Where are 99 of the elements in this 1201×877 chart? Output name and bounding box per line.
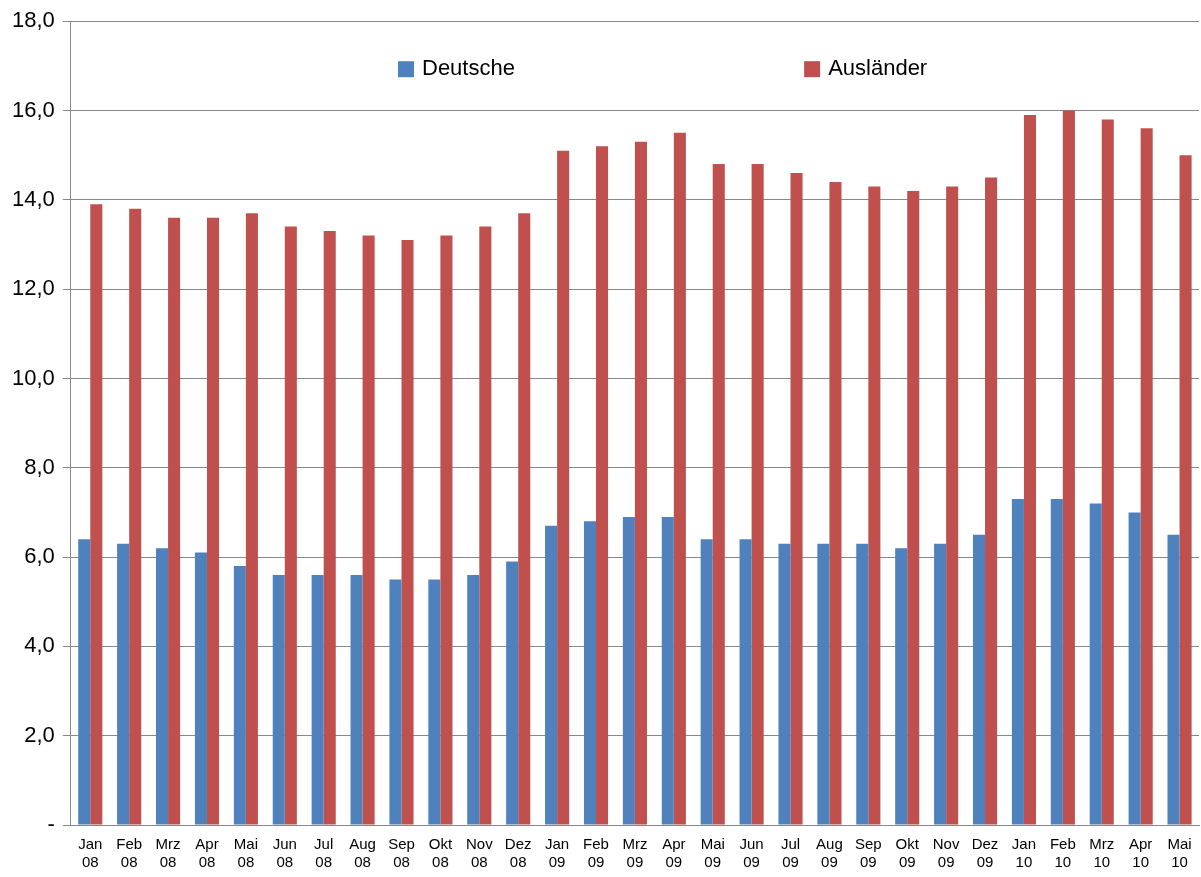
bar: [700, 539, 713, 825]
bar: [78, 539, 91, 825]
y-tick-label: 10,0: [11, 364, 55, 390]
bar: [311, 574, 324, 825]
bar: [1167, 534, 1180, 825]
bar: [206, 217, 220, 825]
x-tick-label: Okt 09: [895, 835, 920, 871]
x-tick-label: Feb 09: [583, 835, 609, 871]
bar: [751, 164, 764, 825]
bar: [895, 548, 908, 825]
bar: [1101, 119, 1114, 825]
bar: [790, 173, 803, 825]
bar: [545, 525, 558, 825]
bar: [350, 574, 363, 825]
y-tick-label: 18,0: [11, 7, 55, 33]
bar: [622, 516, 635, 825]
bar: [389, 579, 402, 825]
x-tick-label: Aug 08: [349, 835, 376, 871]
bar: [428, 579, 441, 825]
bar: [817, 543, 830, 825]
bar: [90, 204, 103, 825]
x-tick-label: Dez 09: [971, 835, 999, 871]
bar: [739, 539, 752, 825]
x-tick-label: Jun 09: [739, 835, 764, 871]
bar: [1179, 155, 1192, 825]
x-tick-label: Dez 08: [504, 835, 532, 871]
bar: [233, 566, 246, 825]
bar: [907, 190, 920, 825]
x-tick-label: Sep 08: [388, 835, 415, 871]
x-tick-label: Mai 09: [700, 835, 725, 871]
bar: [634, 141, 647, 825]
bar: [856, 543, 869, 825]
x-tick-label: Mai 08: [233, 835, 258, 871]
bar: [168, 217, 181, 825]
x-tick-label: Okt 08: [428, 835, 453, 871]
y-tick-label: 2,0: [24, 721, 55, 747]
bar: [985, 177, 998, 825]
x-tick-label: Mrz 10: [1089, 835, 1115, 871]
bar: [1023, 114, 1036, 825]
bar: [479, 226, 492, 825]
x-tick-label: Apr 08: [195, 835, 219, 871]
bar: [284, 226, 297, 825]
x-tick-label: Nov 08: [465, 835, 494, 871]
x-tick-label: Nov 09: [932, 835, 960, 871]
bar: [129, 208, 142, 825]
bar: [156, 548, 169, 825]
bar: [467, 574, 480, 825]
bar: [362, 235, 375, 825]
x-tick-label: Apr 09: [662, 835, 686, 871]
bar: [194, 552, 207, 825]
y-tick-label: 14,0: [11, 185, 55, 211]
bar: [518, 213, 531, 825]
y-tick-label: 6,0: [24, 543, 55, 569]
x-tick-label: Feb 08: [116, 835, 143, 871]
bar: [661, 516, 674, 825]
bar: [323, 231, 336, 825]
bar: [440, 235, 453, 825]
bar: [272, 574, 285, 825]
x-tick-label: Feb 10: [1049, 835, 1076, 871]
y-tick-label: 16,0: [11, 96, 55, 122]
bar: [401, 240, 414, 825]
bar: [868, 186, 881, 825]
bar: [596, 146, 609, 825]
bar: [1050, 499, 1063, 825]
y-tick-label: 8,0: [24, 453, 55, 479]
bar: [583, 521, 597, 825]
x-tick-label: Mai 10: [1167, 835, 1192, 871]
bar: [117, 543, 130, 825]
bar: [1140, 128, 1153, 825]
bar: [245, 213, 258, 825]
x-tick-label: Mrz 08: [155, 835, 181, 871]
bar: [1089, 503, 1102, 825]
x-tick-label: Jan 09: [545, 835, 570, 871]
x-tick-label: Apr 10: [1128, 835, 1153, 871]
y-tick-label: 12,0: [11, 275, 55, 301]
legend-label: Deutsche: [421, 55, 515, 81]
x-tick-label: Jan 10: [1011, 835, 1037, 871]
x-tick-label: Aug 09: [816, 835, 843, 871]
x-tick-label: Mrz 09: [622, 835, 648, 871]
y-tick-label: 4,0: [24, 632, 55, 658]
bar: [972, 534, 986, 825]
x-tick-label: Jan 08: [78, 835, 103, 871]
bar: [506, 561, 519, 825]
x-tick-label: Jul 08: [314, 835, 334, 871]
x-tick-label: Jul 09: [780, 835, 801, 871]
bar: [1128, 512, 1141, 825]
bar: [829, 181, 842, 825]
y-tick-label: -: [47, 811, 55, 837]
bar: [934, 543, 947, 825]
x-tick-label: Sep 09: [854, 835, 882, 871]
x-tick-label: Jun 08: [272, 835, 297, 871]
bar: [946, 186, 959, 825]
bar: [557, 150, 570, 825]
legend-label: Ausländer: [828, 55, 928, 81]
bar: [673, 132, 686, 825]
bar: [1062, 110, 1075, 825]
bar: [778, 543, 791, 825]
bar: [1011, 499, 1024, 825]
bar: [712, 164, 725, 825]
